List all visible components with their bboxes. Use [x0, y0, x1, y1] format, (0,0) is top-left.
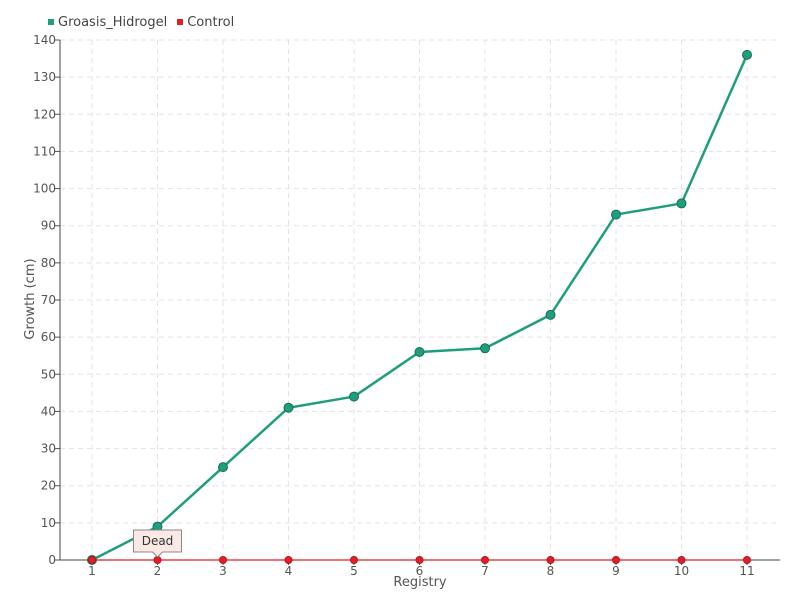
data-point-groasis-hidrogel[interactable] — [283, 402, 294, 413]
data-point-control[interactable] — [219, 556, 227, 564]
data-point-control[interactable] — [743, 556, 751, 564]
x-tick-label: 3 — [219, 564, 227, 578]
data-point-groasis-hidrogel[interactable] — [676, 198, 687, 209]
y-tick-label: 100 — [33, 182, 56, 196]
data-point-groasis-hidrogel[interactable] — [349, 391, 359, 402]
data-point-control[interactable] — [612, 556, 620, 564]
data-point-groasis-hidrogel[interactable] — [545, 309, 556, 320]
y-tick-label: 30 — [41, 442, 56, 456]
y-tick-label: 90 — [41, 219, 56, 233]
data-point-groasis-hidrogel[interactable] — [218, 462, 228, 473]
x-tick-label: 2 — [154, 564, 162, 578]
legend-swatch-control — [177, 19, 184, 25]
legend-item-control[interactable]: Control — [177, 15, 234, 30]
y-tick-label: 10 — [41, 516, 56, 530]
data-point-groasis-hidrogel[interactable] — [414, 347, 425, 357]
y-tick-label: 0 — [48, 553, 56, 567]
y-tick-label: 60 — [41, 330, 56, 344]
y-tick-label: 80 — [41, 256, 56, 270]
x-tick-label: 6 — [416, 564, 424, 578]
y-tick-label: 110 — [33, 144, 56, 158]
data-point-control[interactable] — [284, 556, 293, 564]
annotation-box — [133, 529, 182, 558]
data-point-control[interactable] — [350, 556, 358, 564]
x-axis-title: Registry — [393, 575, 447, 590]
legend-label-control: Control — [187, 14, 235, 30]
y-tick-label: 40 — [41, 404, 56, 418]
legend-item-groasis-hidrogel[interactable]: Groasis_Hidrogel — [48, 15, 167, 30]
y-tick-label: 120 — [33, 107, 56, 121]
legend-swatch-groasis-hidrogel — [48, 19, 54, 25]
y-tick-label: 130 — [33, 70, 56, 84]
annotation-label: Dead — [142, 534, 174, 548]
x-tick-label: 11 — [739, 564, 754, 578]
series — [87, 49, 752, 565]
x-tick-label: 9 — [612, 564, 620, 578]
x-tick-label: 1 — [88, 564, 96, 578]
x-tick-label: 7 — [481, 564, 489, 578]
annotations: Dead — [133, 529, 182, 558]
data-point-groasis-hidrogel[interactable] — [611, 209, 621, 220]
x-tick-label: 8 — [547, 564, 555, 578]
y-tick-label: 50 — [41, 367, 56, 381]
data-point-groasis-hidrogel[interactable] — [742, 49, 752, 60]
x-tick-label: 5 — [350, 564, 358, 578]
legend: Groasis_Hidrogel Control — [48, 12, 234, 32]
legend-label-groasis-hidrogel: Groasis_Hidrogel — [58, 14, 168, 30]
data-point-control[interactable] — [415, 556, 424, 564]
grid — [60, 39, 780, 560]
y-tick-label: 140 — [33, 33, 56, 47]
data-point-control[interactable] — [677, 556, 686, 564]
y-tick-label: 20 — [41, 479, 56, 493]
x-tick-label: 4 — [285, 564, 293, 578]
data-point-control[interactable] — [481, 556, 489, 564]
data-point-groasis-hidrogel[interactable] — [480, 343, 490, 354]
y-axis-title: Growth (cm) — [23, 258, 38, 339]
data-point-control[interactable] — [88, 556, 96, 564]
data-point-control[interactable] — [546, 556, 555, 564]
x-tick-label: 10 — [674, 564, 689, 578]
y-tick-label: 70 — [41, 293, 56, 307]
